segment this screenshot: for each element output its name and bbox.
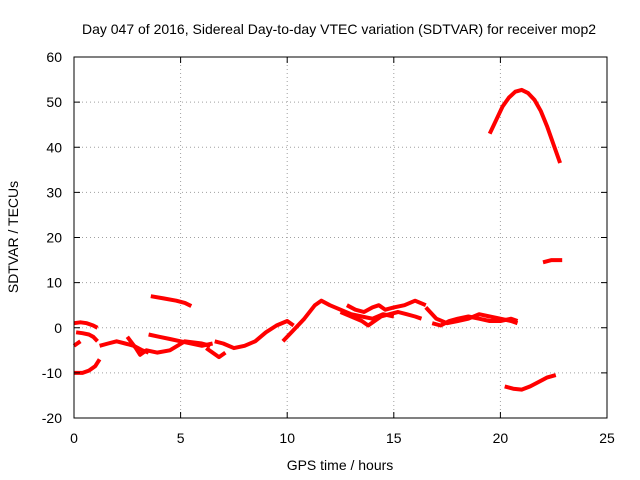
series-arc-9: [205, 346, 227, 360]
x-tick-labels: 0 5 10 15 20 25: [70, 430, 615, 446]
series-arc-7: [148, 332, 214, 348]
series-arc-18: [542, 258, 563, 265]
x-axis-label: GPS time / hours: [287, 457, 394, 473]
x-tick-label: 15: [386, 430, 402, 446]
y-tick-label: 40: [46, 139, 62, 155]
series-arc-16: [487, 87, 562, 164]
grid: [74, 57, 607, 418]
series-arc-2: [72, 339, 82, 348]
series-arc-4: [74, 358, 102, 375]
y-tick-label: 10: [46, 275, 62, 291]
x-tick-label: 10: [279, 430, 295, 446]
x-tick-label: 25: [599, 430, 615, 446]
y-tick-label: 60: [46, 49, 62, 65]
series-arc-12: [339, 310, 423, 328]
series-arc-8: [150, 294, 193, 308]
y-tick-labels: -20 -10 0 10 20 30 40 50 60: [42, 49, 62, 426]
x-tick-label: 20: [493, 430, 509, 446]
series-arc-3: [75, 330, 99, 343]
y-tick-label: -20: [42, 410, 62, 426]
x-tick-label: 0: [70, 430, 78, 446]
y-tick-label: 50: [46, 94, 62, 110]
series-arc-15: [431, 314, 519, 328]
axis-ticks: [73, 56, 608, 419]
y-axis-label: SDTVAR / TECUs: [5, 181, 21, 293]
series-arc-5: [99, 339, 150, 355]
plot-frame: [73, 56, 608, 419]
series-group: [72, 87, 563, 392]
y-tick-label: 20: [46, 230, 62, 246]
y-tick-label: -10: [42, 365, 62, 381]
series-arc-17: [504, 373, 557, 392]
y-tick-label: 30: [46, 184, 62, 200]
y-tick-label: 0: [54, 320, 62, 336]
series-arc-1: [73, 320, 99, 330]
series-arc-13: [345, 298, 427, 314]
series-arc-10: [214, 319, 295, 351]
series-arc-11: [281, 298, 395, 343]
chart-title: Day 047 of 2016, Sidereal Day-to-day VTE…: [82, 21, 596, 37]
x-tick-label: 5: [177, 430, 185, 446]
